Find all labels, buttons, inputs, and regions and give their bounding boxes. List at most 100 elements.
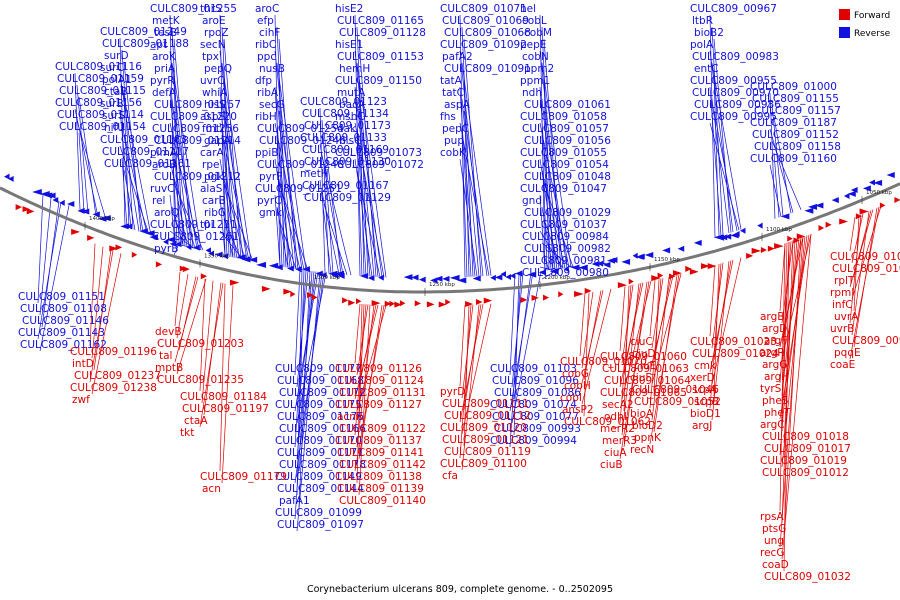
forward-feature-arrow xyxy=(558,291,564,298)
forward-gene-leader-line xyxy=(649,280,656,337)
forward-gene-leader-line xyxy=(849,206,880,360)
reverse-feature-arrow xyxy=(515,270,523,277)
reverse-feature-arrow xyxy=(494,274,503,281)
forward-gene-label: tyrS xyxy=(760,383,782,395)
reverse-gene-leader-line xyxy=(278,110,303,270)
reverse-gene-leader-line xyxy=(543,146,556,270)
reverse-gene-leader-line xyxy=(121,121,140,232)
reverse-feature-arrow xyxy=(145,230,155,237)
reverse-gene-leader-line xyxy=(274,194,281,267)
reverse-gene-label: pepE xyxy=(520,39,546,51)
forward-gene-label: CULC809_01124 xyxy=(337,375,424,387)
reverse-gene-label: carA xyxy=(200,147,225,159)
reverse-feature-arrow xyxy=(597,260,604,267)
forward-gene-label: pqqE xyxy=(834,347,861,359)
reverse-gene-label: CULC809_01091 xyxy=(444,63,531,75)
forward-gene-label: bioD2 xyxy=(632,420,663,432)
forward-gene-label: CULC809_01140 xyxy=(339,495,426,507)
forward-gene-leader-line xyxy=(356,304,363,484)
reverse-gene-label: CULC809_00980 xyxy=(522,267,609,279)
reverse-gene-leader-line xyxy=(171,98,190,247)
reverse-feature-arrow xyxy=(163,238,169,245)
legend-label-reverse: Reverse xyxy=(854,29,891,39)
reverse-gene-label: tatC xyxy=(442,87,464,99)
forward-gene-label: CULC809_01111 xyxy=(442,398,529,410)
reverse-gene-label: hisE2 xyxy=(335,3,363,15)
reverse-feature-arrow xyxy=(850,186,858,193)
reverse-gene-label: CULC809_01261 xyxy=(152,231,239,243)
forward-gene-leader-line xyxy=(781,234,812,560)
reverse-feature-arrow xyxy=(472,275,481,282)
reverse-gene-label: CULC809_01168 xyxy=(277,375,364,387)
forward-gene-leader-line xyxy=(713,263,720,397)
forward-gene-leader-line xyxy=(711,261,730,421)
reverse-feature-arrow xyxy=(315,270,323,277)
reverse-gene-leader-line xyxy=(509,273,522,448)
reverse-gene-label: CULC809_01143 xyxy=(18,327,105,339)
reverse-feature-arrow xyxy=(815,202,824,209)
reverse-gene-leader-line xyxy=(321,155,352,276)
reverse-feature-arrow xyxy=(4,173,10,180)
reverse-gene-leader-line xyxy=(543,110,568,268)
reverse-gene-label: cobM xyxy=(524,27,552,39)
forward-gene-leader-line xyxy=(779,243,786,312)
reverse-feature-arrow xyxy=(337,272,345,279)
reverse-gene-leader-line xyxy=(173,182,204,251)
reverse-gene-label: CULC809_01178 xyxy=(279,459,366,471)
reverse-gene-label: CULC809_01246 xyxy=(259,135,346,147)
reverse-gene-label: CULC809_01173 xyxy=(304,120,391,132)
reverse-gene-leader-line xyxy=(319,143,344,275)
reverse-gene-leader-line xyxy=(543,254,550,271)
forward-gene-label: CULC809_01046 xyxy=(632,384,719,396)
reverse-gene-label: ppm1 xyxy=(520,75,550,87)
forward-gene-leader-line xyxy=(779,237,804,548)
reverse-feature-arrow xyxy=(126,223,133,230)
reverse-gene-leader-line xyxy=(74,72,81,210)
reverse-gene-leader-line xyxy=(713,74,720,236)
forward-gene-label: CULC809_01022 xyxy=(830,251,900,263)
forward-gene-leader-line xyxy=(459,305,466,387)
forward-gene-label: CULC809_01141 xyxy=(337,447,424,459)
reverse-gene-leader-line xyxy=(354,86,367,277)
reverse-gene-label: CULC809_01068 xyxy=(444,27,531,39)
reverse-gene-leader-line xyxy=(358,110,383,278)
forward-gene-label: secA2 xyxy=(602,399,634,411)
reverse-feature-arrow xyxy=(509,272,516,279)
reverse-gene-label: CULC809_00984 xyxy=(522,231,609,243)
forward-gene-leader-line xyxy=(358,304,365,424)
reverse-feature-arrow xyxy=(367,274,375,281)
forward-gene-labels: devBCULC809_01203talmptBCULC809_01235CUL… xyxy=(70,251,900,583)
reverse-gene-leader-line xyxy=(123,97,130,229)
reverse-gene-leader-line xyxy=(221,98,240,259)
reverse-gene-label: carB xyxy=(202,195,226,207)
reverse-feature-arrow xyxy=(553,268,559,275)
reverse-gene-leader-line xyxy=(171,206,184,245)
reverse-gene-leader-line xyxy=(709,122,740,231)
reverse-gene-label: surB xyxy=(100,98,124,110)
forward-feature-arrow xyxy=(767,245,775,252)
reverse-feature-arrow xyxy=(241,256,251,263)
forward-gene-label: CULC809_01064 xyxy=(604,375,691,387)
reverse-gene-leader-line xyxy=(276,62,307,271)
reverse-gene-leader-line xyxy=(296,269,303,496)
reverse-gene-leader-line xyxy=(771,140,802,210)
reverse-gene-leader-line xyxy=(319,107,326,273)
reverse-gene-label: CULC809_00981 xyxy=(520,255,607,267)
reverse-gene-label: CULC809_01061 xyxy=(524,99,611,111)
reverse-gene-label: CULC809_00993 xyxy=(494,423,581,435)
forward-gene-label: pyrD xyxy=(440,386,465,398)
reverse-gene-label: ribA xyxy=(257,87,279,99)
reverse-gene-label: CULC809_01116 xyxy=(55,61,142,73)
reverse-gene-leader-line xyxy=(296,272,327,424)
forward-gene-label: CULC809_01070 xyxy=(560,356,647,368)
reverse-gene-label: CULC809_00994 xyxy=(490,435,577,447)
reverse-feature-arrow xyxy=(186,244,192,251)
reverse-gene-label: ribC xyxy=(255,39,276,51)
forward-gene-label: xerD xyxy=(690,372,715,384)
forward-gene-label: ciuB xyxy=(600,459,623,471)
reverse-gene-label: pepC xyxy=(442,123,469,135)
reverse-gene-leader-line xyxy=(771,104,784,217)
forward-gene-label: CULC809_01062 xyxy=(564,416,651,428)
forward-gene-leader-line xyxy=(853,215,860,312)
forward-gene-label: rplT xyxy=(834,275,855,287)
